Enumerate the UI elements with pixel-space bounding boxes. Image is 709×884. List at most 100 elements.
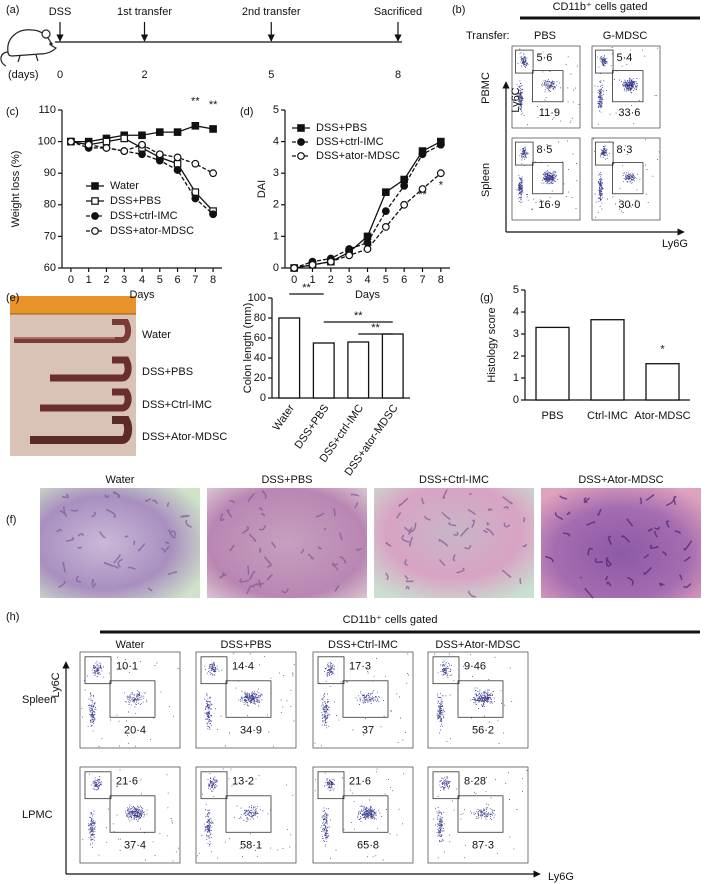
- bar: [312, 342, 335, 399]
- gate-value: 10·1: [116, 660, 138, 672]
- y-tick-label: 3: [513, 328, 519, 340]
- bar: [590, 319, 625, 401]
- axis-label: Ly6C: [50, 672, 62, 697]
- gate: [457, 680, 504, 718]
- gate-value: 8·3: [616, 144, 632, 156]
- marker: [138, 140, 146, 149]
- y-tick-label: 90: [44, 167, 56, 179]
- y-tick-label: 1: [273, 230, 279, 242]
- column-label: Water: [116, 639, 145, 651]
- legend-label: DSS+PBS: [316, 122, 367, 134]
- legend-label: DSS+ctrl-IMC: [316, 136, 384, 148]
- marker: [191, 194, 200, 203]
- x-tick-label: 0: [68, 274, 74, 286]
- event-label: Sacrificed: [374, 6, 422, 18]
- image-label: Water: [106, 474, 135, 486]
- marker: [418, 185, 427, 193]
- gate: [612, 162, 644, 195]
- marker: [191, 121, 200, 130]
- photo-label: DSS+Ator-MDSC: [142, 431, 227, 443]
- y-tick-label: 100: [38, 136, 56, 148]
- marker: [297, 124, 305, 132]
- marker: [91, 212, 99, 220]
- marker: [418, 150, 427, 159]
- x-tick-label: 6: [401, 274, 407, 286]
- tissue-texture: [219, 490, 362, 595]
- x-tick-label: 3: [121, 274, 127, 286]
- gate-value: 16·9: [538, 199, 560, 211]
- bar: [278, 317, 301, 399]
- gate: [432, 771, 460, 800]
- gate-value: 21·6: [116, 775, 138, 787]
- colon-photo: [10, 296, 136, 456]
- gate-value: 8·5: [536, 144, 552, 156]
- column-label: PBS: [534, 30, 556, 42]
- gate-value: 65·8: [357, 840, 379, 852]
- marker: [345, 245, 354, 253]
- marker: [91, 227, 99, 235]
- photo-label: DSS+PBS: [142, 366, 193, 378]
- column-label: G-MDSC: [603, 30, 648, 42]
- gate: [317, 656, 345, 685]
- x-tick-label: 1: [86, 274, 92, 286]
- marker: [297, 138, 305, 146]
- marker: [173, 128, 182, 136]
- gate-value: 8·28: [464, 775, 486, 787]
- x-tick-label: Ator-MDSC: [634, 410, 690, 422]
- gate: [225, 795, 272, 833]
- x-tick-label: DSS+PBS: [292, 403, 331, 452]
- marker: [400, 181, 409, 190]
- flow-events: [204, 652, 295, 747]
- gate-value: 56·2: [472, 725, 494, 737]
- gate: [109, 680, 156, 718]
- gate: [532, 162, 564, 195]
- event-label: DSS: [49, 6, 72, 18]
- gate-value: 14·4: [232, 660, 254, 672]
- legend-label: DSS+PBS: [110, 195, 161, 207]
- x-tick-label: 1: [309, 274, 315, 286]
- marker: [102, 137, 111, 146]
- annotation: **: [209, 99, 218, 111]
- marker: [290, 264, 299, 272]
- flow-plot-frame: [195, 766, 297, 864]
- y-tick-label: 80: [44, 199, 56, 211]
- marker: [84, 140, 93, 149]
- column-label: DSS+Ctrl-IMC: [328, 639, 398, 651]
- annotation: *: [439, 180, 444, 192]
- marker: [173, 153, 182, 162]
- flow-plot-frame: [511, 45, 581, 129]
- x-axis-label: Days: [129, 289, 155, 301]
- flow-events: [516, 140, 578, 210]
- marker: [381, 223, 390, 231]
- gate: [342, 680, 389, 718]
- flow-title: CD11b⁺ cells gated: [553, 1, 648, 13]
- x-tick-label: 4: [139, 274, 145, 286]
- panel-label: (e): [6, 292, 19, 304]
- image-label: DSS+PBS: [261, 474, 312, 486]
- image-label: DSS+Ctrl-IMC: [419, 474, 489, 486]
- y-tick-label: 80: [254, 312, 266, 324]
- marker: [209, 169, 218, 178]
- gate: [432, 656, 460, 685]
- x-axis-label: Days: [355, 289, 381, 301]
- x-tick-label: 4: [364, 274, 370, 286]
- x-tick-label: 8: [210, 274, 216, 286]
- legend-label: DSS+ctrl-IMC: [110, 210, 178, 222]
- axis-label: Ly6C: [510, 87, 522, 112]
- axis-label: Ly6G: [548, 871, 574, 883]
- gate: [532, 70, 564, 103]
- significance-label: **: [371, 322, 380, 334]
- y-tick-label: 4: [513, 306, 519, 318]
- x-tick-label: 8: [438, 274, 444, 286]
- gate: [84, 771, 112, 800]
- bar: [381, 333, 404, 399]
- row-label: Spleen: [480, 163, 492, 197]
- marker: [120, 147, 129, 155]
- annotation: *: [660, 344, 665, 356]
- x-tick-label: 3: [346, 274, 352, 286]
- column-label: DSS+PBS: [220, 639, 271, 651]
- bar: [645, 363, 680, 401]
- marker: [297, 152, 305, 160]
- transfer-label: Transfer:: [466, 30, 510, 42]
- tissue-texture: [56, 490, 192, 592]
